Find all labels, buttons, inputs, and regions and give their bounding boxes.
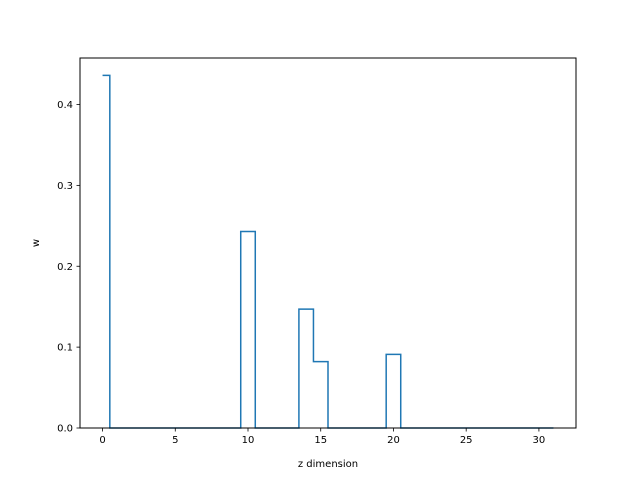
y-tick-label: 0.1 xyxy=(57,343,73,354)
y-tick-label: 0.2 xyxy=(57,262,73,273)
x-tick-label: 0 xyxy=(99,435,105,446)
x-tick-label: 25 xyxy=(460,435,473,446)
x-tick-label: 15 xyxy=(314,435,327,446)
x-tick-label: 10 xyxy=(242,435,255,446)
x-axis-label: z dimension xyxy=(298,459,358,470)
x-tick-label: 5 xyxy=(172,435,178,446)
y-axis: 0.0 0.1 0.2 0.3 0.4 xyxy=(57,100,80,435)
x-axis: 0 5 10 15 20 25 30 xyxy=(99,428,545,446)
x-tick-label: 20 xyxy=(387,435,400,446)
y-tick-label: 0.3 xyxy=(57,181,73,192)
y-axis-label: w xyxy=(31,239,42,247)
y-tick-label: 0.4 xyxy=(57,100,73,111)
x-tick-label: 30 xyxy=(533,435,546,446)
plot-frame xyxy=(79,57,577,429)
y-tick-label: 0.0 xyxy=(57,424,73,435)
